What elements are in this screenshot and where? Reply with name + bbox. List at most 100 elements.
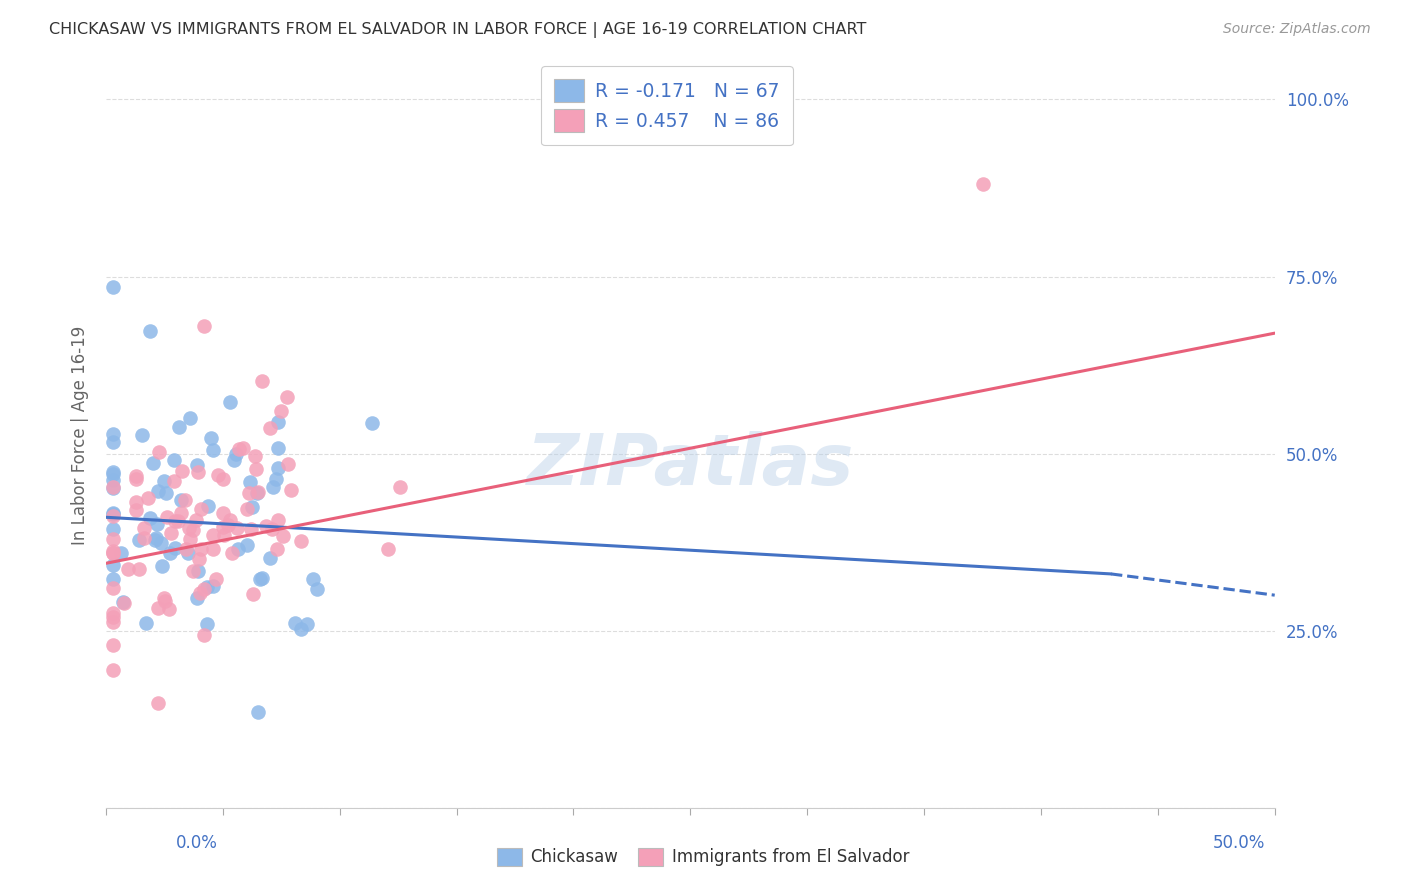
Point	[173, 493, 195, 508]
Point	[267, 460, 290, 475]
Point	[201, 541, 224, 556]
Point	[139, 324, 162, 338]
Point	[219, 395, 242, 409]
Point	[228, 442, 250, 456]
Point	[163, 514, 186, 528]
Point	[110, 546, 132, 560]
Point	[125, 494, 148, 508]
Point	[170, 493, 193, 508]
Point	[266, 416, 288, 430]
Point	[262, 522, 284, 536]
Point	[145, 533, 167, 548]
Point	[145, 531, 167, 545]
Point	[165, 541, 187, 555]
Point	[262, 480, 284, 494]
Point	[101, 280, 124, 294]
Point	[146, 483, 169, 498]
Point	[101, 558, 124, 572]
Point	[202, 527, 225, 541]
Point	[211, 506, 233, 520]
Point	[148, 445, 170, 459]
Point	[252, 374, 274, 388]
Point	[181, 565, 204, 579]
Point	[201, 442, 224, 457]
Point	[101, 546, 124, 560]
Point	[170, 464, 193, 478]
Point	[197, 499, 219, 513]
Point	[128, 533, 150, 547]
Point	[138, 491, 160, 505]
Point	[186, 458, 208, 472]
Point	[195, 617, 218, 632]
Point	[101, 532, 124, 546]
Point	[211, 520, 233, 534]
Text: 0.0%: 0.0%	[176, 834, 218, 852]
Point	[972, 178, 994, 192]
Point	[267, 441, 290, 455]
Point	[186, 591, 208, 605]
Point	[177, 521, 200, 535]
Point	[242, 587, 264, 601]
Point	[101, 507, 124, 521]
Point	[159, 546, 181, 560]
Point	[276, 390, 298, 404]
Point	[305, 582, 328, 596]
Point	[246, 485, 269, 500]
Point	[200, 431, 222, 445]
Point	[212, 472, 235, 486]
Point	[167, 420, 190, 434]
Point	[193, 318, 215, 333]
Text: ZIPatlas: ZIPatlas	[527, 431, 853, 500]
Point	[112, 596, 135, 610]
Y-axis label: In Labor Force | Age 16-19: In Labor Force | Age 16-19	[72, 326, 89, 546]
Point	[152, 474, 174, 488]
Point	[187, 465, 209, 479]
Point	[389, 480, 412, 494]
Point	[212, 528, 235, 542]
Point	[219, 513, 242, 527]
Point	[146, 517, 169, 532]
Point	[195, 580, 218, 594]
Point	[142, 456, 165, 470]
Point	[221, 546, 243, 560]
Point	[201, 578, 224, 592]
Point	[239, 475, 262, 489]
Point	[167, 514, 190, 528]
Point	[205, 572, 228, 586]
Point	[101, 508, 124, 523]
Point	[177, 546, 200, 560]
Point	[232, 441, 254, 455]
Point	[360, 417, 382, 431]
Legend: R = -0.171   N = 67, R = 0.457    N = 86: R = -0.171 N = 67, R = 0.457 N = 86	[541, 66, 793, 145]
Point	[226, 541, 249, 556]
Point	[156, 509, 179, 524]
Point	[101, 480, 124, 494]
Point	[193, 628, 215, 642]
Point	[254, 519, 277, 533]
Point	[240, 500, 263, 514]
Point	[259, 421, 281, 435]
Text: CHICKASAW VS IMMIGRANTS FROM EL SALVADOR IN LABOR FORCE | AGE 16-19 CORRELATION : CHICKASAW VS IMMIGRANTS FROM EL SALVADOR…	[49, 22, 866, 38]
Point	[148, 601, 170, 615]
Point	[186, 513, 208, 527]
Point	[188, 552, 211, 566]
Point	[117, 562, 139, 576]
Point	[125, 469, 148, 483]
Point	[295, 617, 318, 632]
Point	[112, 595, 135, 609]
Point	[188, 586, 211, 600]
Point	[101, 573, 124, 587]
Point	[235, 538, 257, 552]
Point	[101, 543, 124, 558]
Point	[222, 452, 245, 467]
Point	[290, 622, 312, 636]
Point	[226, 521, 249, 535]
Text: 50.0%: 50.0%	[1213, 834, 1265, 852]
Point	[101, 615, 124, 629]
Point	[235, 501, 257, 516]
Point	[271, 529, 294, 543]
Point	[101, 606, 124, 620]
Point	[155, 594, 177, 608]
Point	[125, 503, 148, 517]
Point	[139, 511, 162, 525]
